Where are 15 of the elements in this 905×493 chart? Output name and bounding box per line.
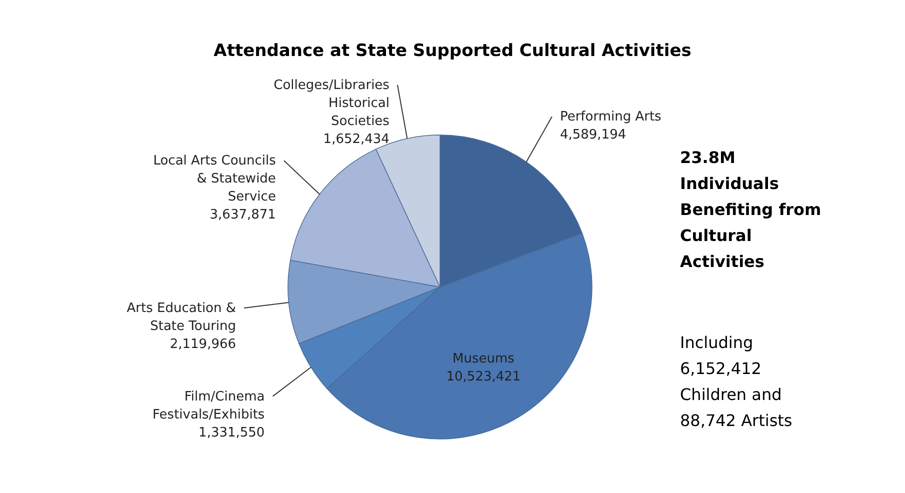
data-label: 1,331,550: [198, 425, 265, 440]
slice-label: Local Arts Councils & Statewide Service: [153, 154, 276, 205]
chart-title: Attendance at State Supported Cultural Activities: [214, 41, 692, 61]
data-label: 2,119,966: [170, 337, 236, 352]
text: 23.8M Individuals Benefiting from Cultural Activities: [680, 148, 822, 271]
data-label: 3,637,871: [210, 208, 276, 223]
slice-label: Film/Cinema Festivals/Exhibits: [152, 389, 265, 422]
data-label: 10,523,421: [446, 369, 521, 384]
data-label: 1,652,434: [323, 132, 390, 147]
data-label: 4,589,194: [560, 128, 626, 143]
slice-label: Museums: [452, 351, 515, 366]
slice-label: Colleges/Libraries Historical Societies: [274, 78, 390, 129]
slice-label: Performing Arts: [560, 110, 662, 125]
text: Including 6,152,412 Children and 88,742 Artists: [680, 333, 792, 430]
slice-label: Arts Education & State Touring: [126, 301, 236, 334]
